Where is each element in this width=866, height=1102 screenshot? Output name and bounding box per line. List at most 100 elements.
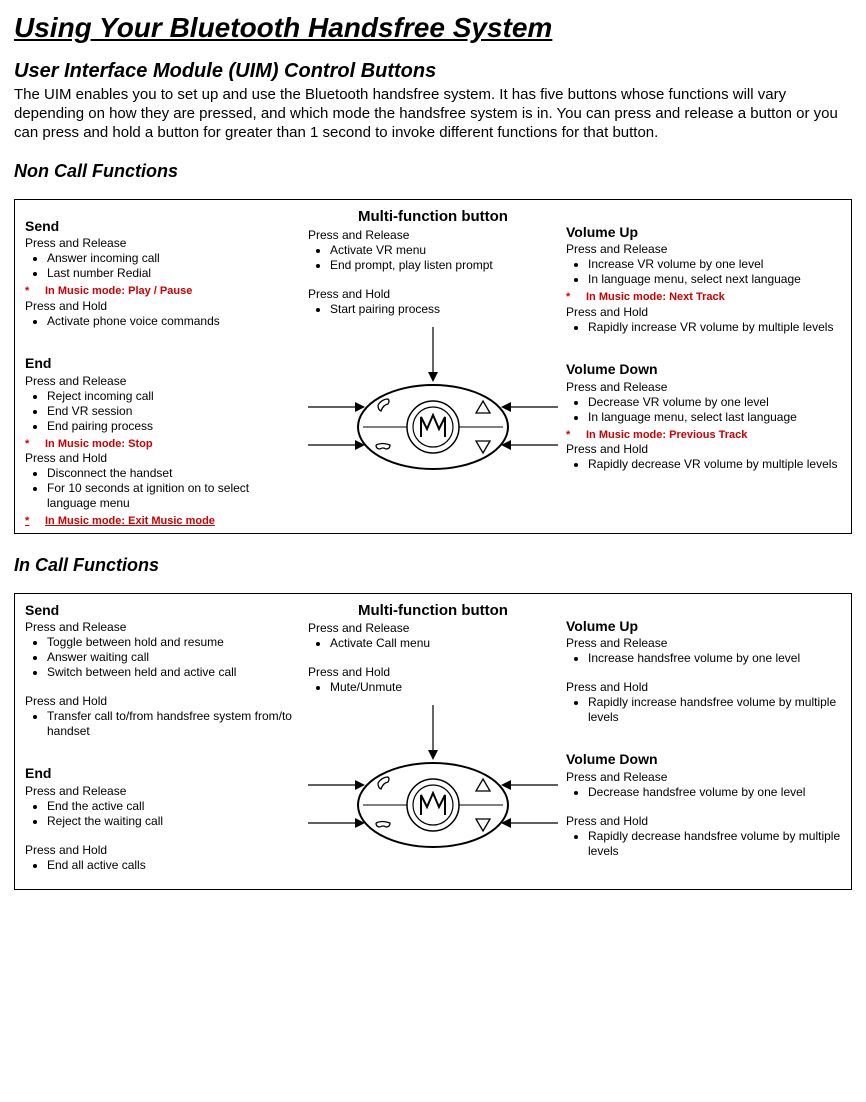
voldown-pr: Press and Release	[566, 380, 841, 395]
list-item: Activate phone voice commands	[47, 314, 300, 329]
list-item: End VR session	[47, 404, 300, 419]
ic-mf-pr-list: Activate Call menu	[308, 636, 558, 651]
list-item: End prompt, play listen prompt	[330, 258, 558, 273]
ic-volup-title: Volume Up	[566, 618, 841, 636]
list-item: End all active calls	[47, 858, 300, 873]
ic-send-title: Send	[25, 602, 300, 620]
voldown-music: *In Music mode: Previous Track	[566, 429, 841, 443]
ic-end-title: End	[25, 765, 300, 783]
mf-pr: Press and Release	[308, 228, 558, 243]
ic-end-ph-list: End all active calls	[25, 858, 300, 873]
incall-mid-col: Multi-function button Press and Release …	[308, 602, 558, 886]
list-item: Rapidly increase handsfree volume by mul…	[588, 695, 841, 725]
ic-mf-title: Multi-function button	[358, 602, 508, 621]
end-ph: Press and Hold	[25, 451, 300, 466]
list-item: Decrease handsfree volume by one level	[588, 785, 841, 800]
end-music2: *In Music mode: Exit Music mode	[25, 515, 300, 529]
list-item: Rapidly decrease VR volume by multiple l…	[588, 457, 841, 472]
ic-send-pr: Press and Release	[25, 620, 300, 635]
ic-send-ph: Press and Hold	[25, 694, 300, 709]
list-item: Disconnect the handset	[47, 466, 300, 481]
send-pr: Press and Release	[25, 236, 300, 251]
mf-title: Multi-function button	[358, 208, 508, 227]
list-item: Toggle between hold and resume	[47, 635, 300, 650]
list-item: For 10 seconds at ignition on to select …	[47, 481, 300, 511]
send-music: *In Music mode: Play / Pause	[25, 285, 300, 299]
ic-volup-pr-list: Increase handsfree volume by one level	[566, 651, 841, 666]
ic-end-pr-list: End the active call Reject the waiting c…	[25, 799, 300, 829]
list-item: Answer waiting call	[47, 650, 300, 665]
voldown-ph-list: Rapidly decrease VR volume by multiple l…	[566, 457, 841, 472]
end-title: End	[25, 355, 300, 373]
noncall-left-col: Send Press and Release Answer incoming c…	[25, 208, 300, 529]
ic-end-ph: Press and Hold	[25, 843, 300, 858]
list-item: Switch between held and active call	[47, 665, 300, 680]
page-title: Using Your Bluetooth Handsfree System	[14, 10, 852, 45]
voldown-ph: Press and Hold	[566, 442, 841, 457]
noncall-heading: Non Call Functions	[14, 160, 852, 183]
volup-ph: Press and Hold	[566, 305, 841, 320]
list-item: Increase VR volume by one level	[588, 257, 841, 272]
list-item: In language menu, select next language	[588, 272, 841, 287]
volup-music: *In Music mode: Next Track	[566, 291, 841, 305]
ic-voldown-ph-list: Rapidly decrease handsfree volume by mul…	[566, 829, 841, 859]
ic-volup-ph-list: Rapidly increase handsfree volume by mul…	[566, 695, 841, 725]
ic-send-pr-list: Toggle between hold and resume Answer wa…	[25, 635, 300, 680]
section-heading: User Interface Module (UIM) Control Butt…	[14, 59, 852, 84]
list-item: Last number Redial	[47, 266, 300, 281]
end-ph-list: Disconnect the handset For 10 seconds at…	[25, 466, 300, 511]
noncall-diagram: Send Press and Release Answer incoming c…	[14, 199, 852, 534]
send-ph-list: Activate phone voice commands	[25, 314, 300, 329]
noncall-mid-col: Multi-function button Press and Release …	[308, 208, 558, 529]
device-illustration	[308, 327, 558, 507]
list-item: Activate VR menu	[330, 243, 558, 258]
list-item: Transfer call to/from handsfree system f…	[47, 709, 300, 739]
ic-voldown-title: Volume Down	[566, 751, 841, 769]
device-illustration	[308, 705, 558, 885]
ic-mf-ph-list: Mute/Unmute	[308, 680, 558, 695]
voldown-pr-list: Decrease VR volume by one level In langu…	[566, 395, 841, 425]
incall-heading: In Call Functions	[14, 554, 852, 577]
ic-end-pr: Press and Release	[25, 784, 300, 799]
ic-volup-ph: Press and Hold	[566, 680, 841, 695]
list-item: Rapidly increase VR volume by multiple l…	[588, 320, 841, 335]
incall-left-col: Send Press and Release Toggle between ho…	[25, 602, 300, 886]
mf-ph: Press and Hold	[308, 287, 558, 302]
list-item: Decrease VR volume by one level	[588, 395, 841, 410]
ic-mf-pr: Press and Release	[308, 621, 558, 636]
list-item: Rapidly decrease handsfree volume by mul…	[588, 829, 841, 859]
end-pr: Press and Release	[25, 374, 300, 389]
ic-send-ph-list: Transfer call to/from handsfree system f…	[25, 709, 300, 739]
mf-pr-list: Activate VR menu End prompt, play listen…	[308, 243, 558, 273]
volup-title: Volume Up	[566, 224, 841, 242]
list-item: Reject incoming call	[47, 389, 300, 404]
list-item: Mute/Unmute	[330, 680, 558, 695]
ic-voldown-ph: Press and Hold	[566, 814, 841, 829]
volup-ph-list: Rapidly increase VR volume by multiple l…	[566, 320, 841, 335]
volup-pr: Press and Release	[566, 242, 841, 257]
ic-volup-pr: Press and Release	[566, 636, 841, 651]
end-music: *In Music mode: Stop	[25, 438, 300, 452]
ic-voldown-pr: Press and Release	[566, 770, 841, 785]
send-pr-list: Answer incoming call Last number Redial	[25, 251, 300, 281]
noncall-right-col: Volume Up Press and Release Increase VR …	[566, 208, 841, 529]
incall-diagram: Send Press and Release Toggle between ho…	[14, 593, 852, 891]
ic-mf-ph: Press and Hold	[308, 665, 558, 680]
list-item: Answer incoming call	[47, 251, 300, 266]
list-item: In language menu, select last language	[588, 410, 841, 425]
mf-ph-list: Start pairing process	[308, 302, 558, 317]
volup-pr-list: Increase VR volume by one level In langu…	[566, 257, 841, 287]
list-item: Start pairing process	[330, 302, 558, 317]
send-ph: Press and Hold	[25, 299, 300, 314]
list-item: Increase handsfree volume by one level	[588, 651, 841, 666]
voldown-title: Volume Down	[566, 361, 841, 379]
list-item: End pairing process	[47, 419, 300, 434]
send-title: Send	[25, 218, 300, 236]
end-pr-list: Reject incoming call End VR session End …	[25, 389, 300, 434]
list-item: Activate Call menu	[330, 636, 558, 651]
list-item: Reject the waiting call	[47, 814, 300, 829]
list-item: End the active call	[47, 799, 300, 814]
ic-voldown-pr-list: Decrease handsfree volume by one level	[566, 785, 841, 800]
intro-paragraph: The UIM enables you to set up and use th…	[14, 86, 852, 142]
incall-right-col: Volume Up Press and Release Increase han…	[566, 602, 841, 886]
